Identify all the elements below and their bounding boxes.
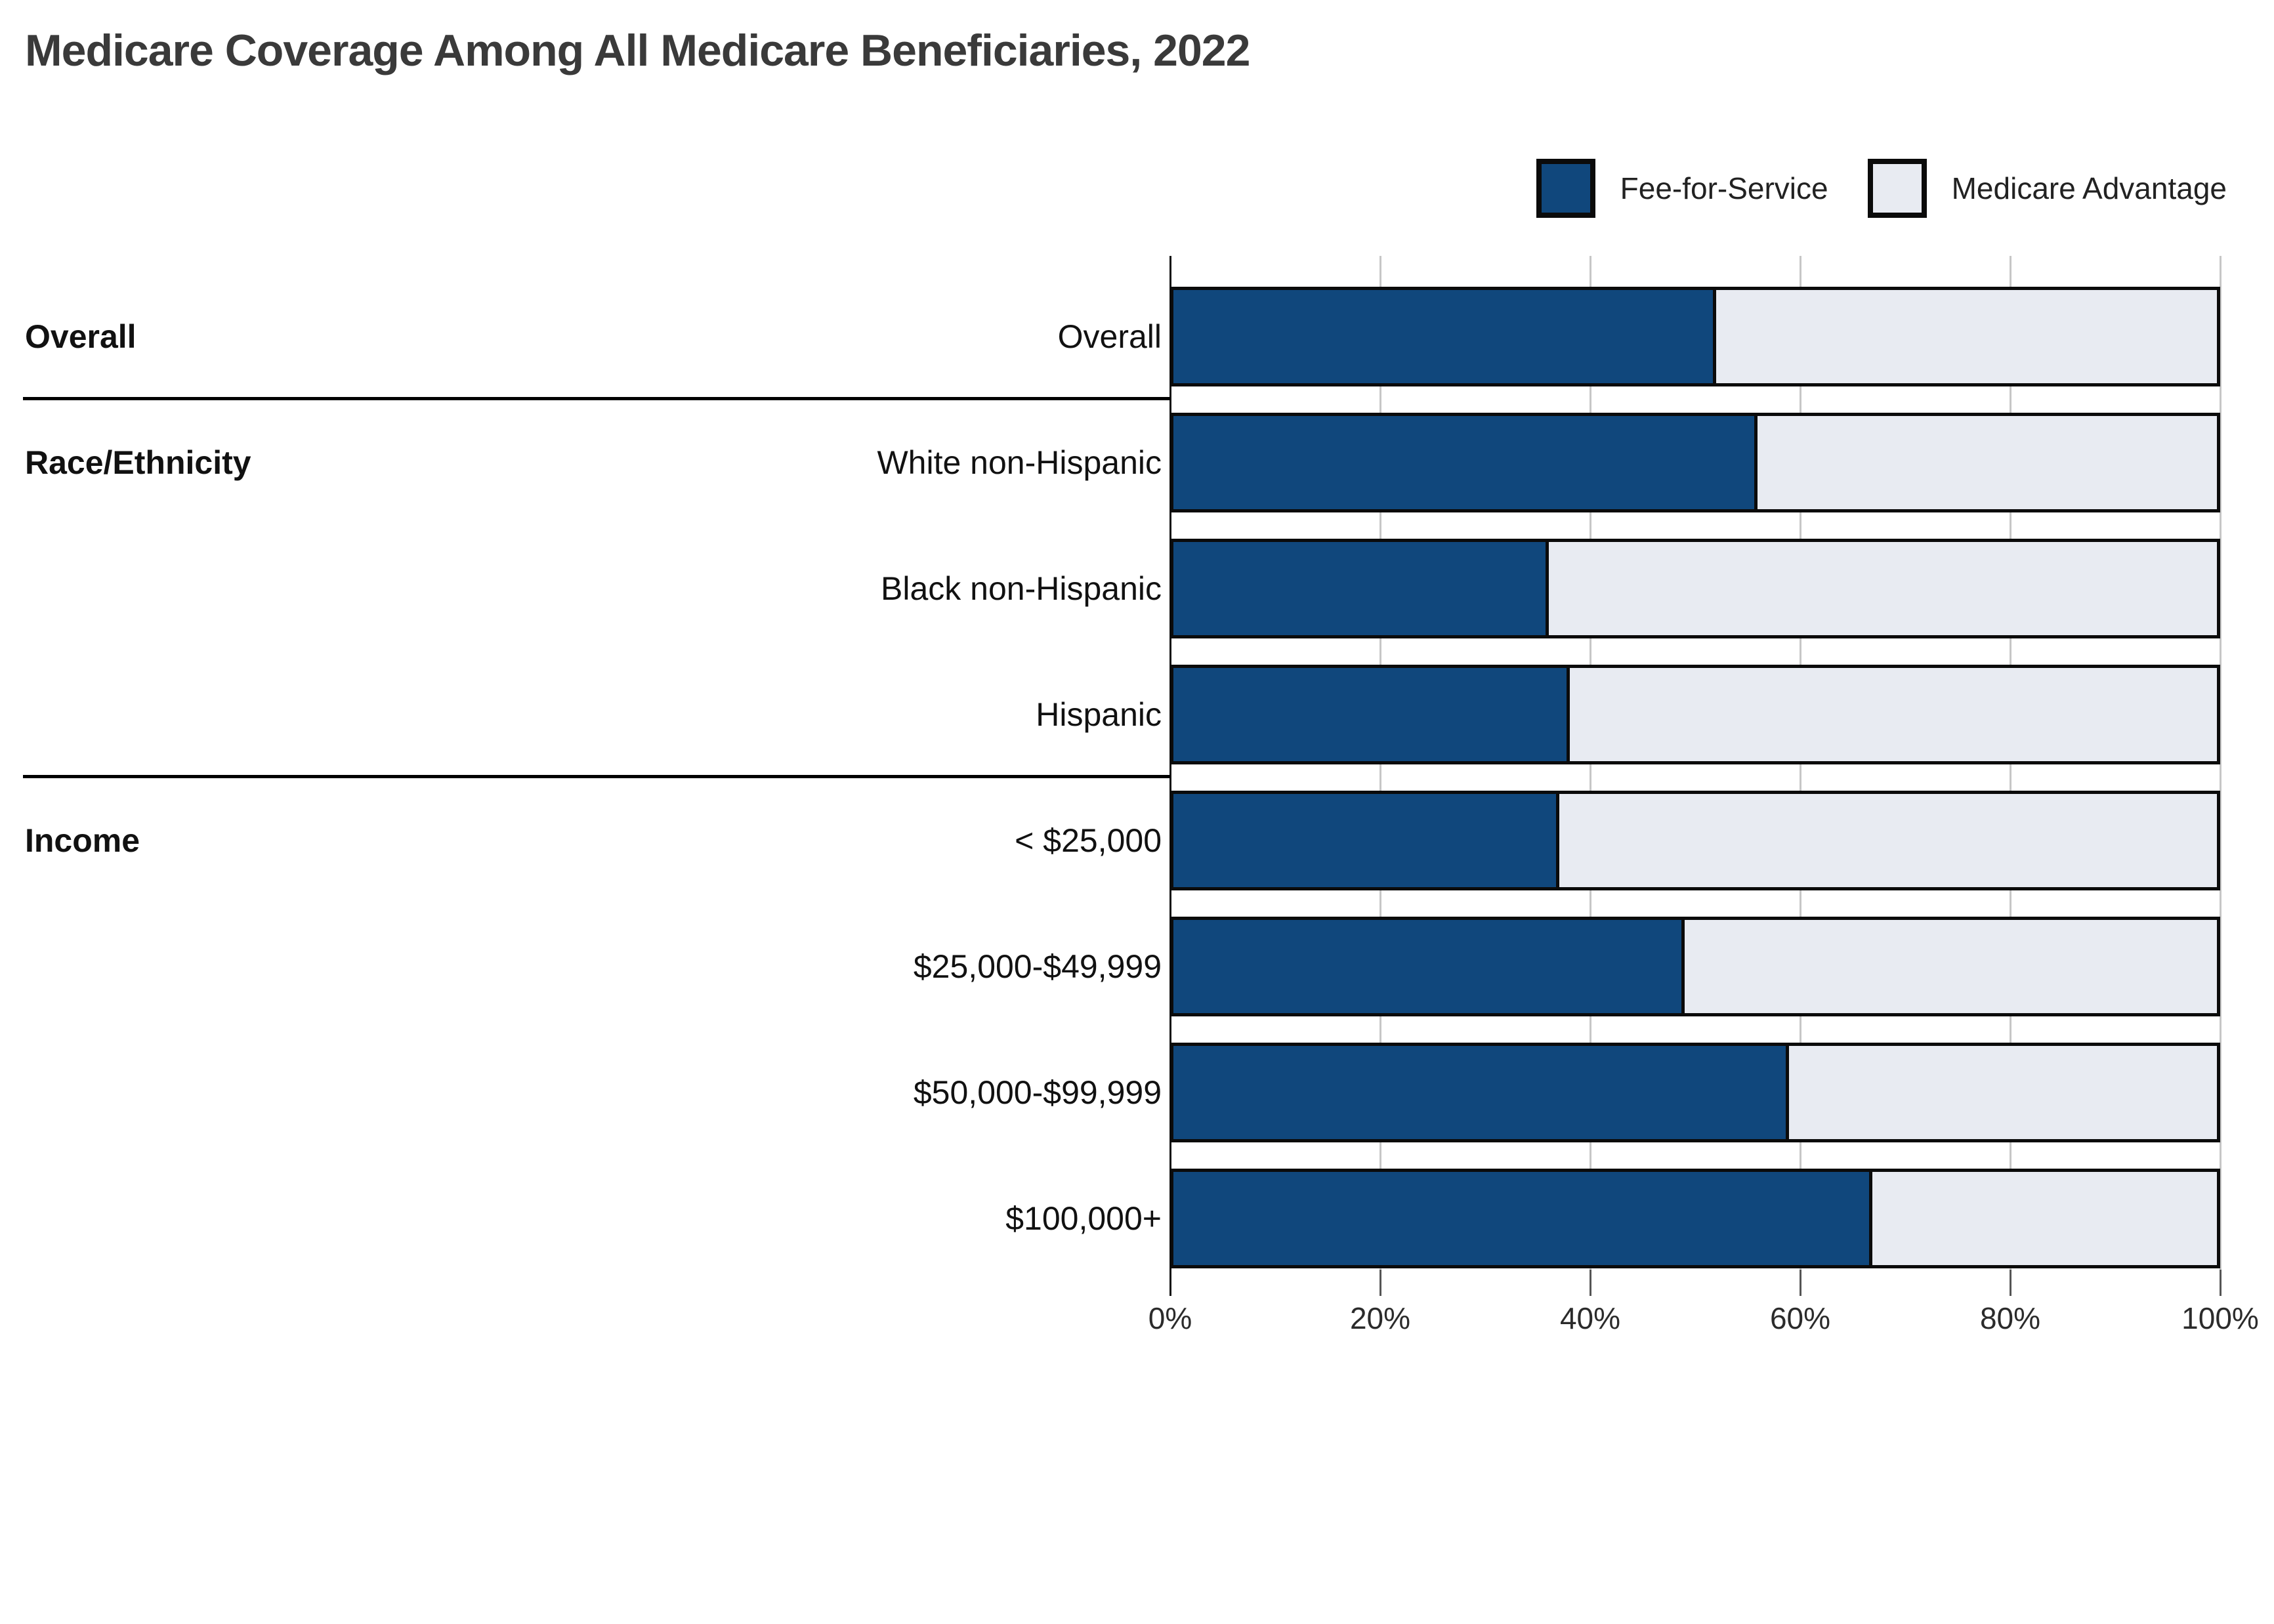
- bar-row-25-000: [1170, 791, 2220, 890]
- axis-tick: [1379, 1270, 1381, 1296]
- y-axis-line: [1169, 256, 1171, 1296]
- bar-segment-medicare-advantage: [1549, 542, 2217, 635]
- bar-row-overall: [1170, 287, 2220, 386]
- bar-segment-fee-for-service: [1173, 794, 1560, 887]
- bar-segment-fee-for-service: [1173, 416, 1758, 509]
- axis-tick-label: 20%: [1349, 1301, 1411, 1335]
- legend: Fee-for-Service Medicare Advantage: [1536, 159, 2227, 218]
- row-label-25-000-49-999: $25,000-$49,999: [913, 948, 1162, 985]
- bar-row-25-000-49-999: [1170, 917, 2220, 1016]
- axis-tick-label: 100%: [2181, 1301, 2259, 1335]
- fee-for-service-swatch: [1536, 159, 1595, 218]
- axis-tick: [1589, 1270, 1591, 1296]
- section-separator: [23, 397, 1170, 400]
- row-label-100-000: $100,000+: [1005, 1200, 1162, 1237]
- axis-tick-label: 0%: [1148, 1301, 1192, 1335]
- legend-item-label: Fee-for-Service: [1620, 171, 1828, 205]
- axis-tick: [2219, 1270, 2221, 1296]
- section-separator: [23, 775, 1170, 778]
- bar-segment-medicare-advantage: [1570, 668, 2217, 761]
- axis-tick: [2009, 1270, 2011, 1296]
- bar-segment-medicare-advantage: [1716, 290, 2217, 383]
- section-label-overall: Overall: [25, 318, 137, 355]
- row-label-hispanic: Hispanic: [1036, 696, 1162, 733]
- bar-segment-fee-for-service: [1173, 668, 1570, 761]
- bar-segment-medicare-advantage: [1685, 920, 2217, 1013]
- axis-tick-label: 40%: [1559, 1301, 1621, 1335]
- legend-item-medicare-advantage: Medicare Advantage: [1867, 159, 2227, 218]
- chart-title: Medicare Coverage Among All Medicare Ben…: [25, 26, 1250, 75]
- section-label-income: Income: [25, 822, 140, 859]
- section-label-race-ethnicity: Race/Ethnicity: [25, 444, 251, 481]
- axis-tick-label: 80%: [1979, 1301, 2041, 1335]
- bar-row-hispanic: [1170, 665, 2220, 764]
- bar-segment-medicare-advantage: [1872, 1172, 2217, 1265]
- row-label-50-000-99-999: $50,000-$99,999: [913, 1074, 1162, 1111]
- bar-segment-fee-for-service: [1173, 1172, 1873, 1265]
- bar-segment-fee-for-service: [1173, 920, 1685, 1013]
- legend-item-fee-for-service: Fee-for-Service: [1536, 159, 1828, 218]
- bar-segment-medicare-advantage: [1559, 794, 2217, 887]
- bar-row-white-non-hispanic: [1170, 413, 2220, 512]
- bar-segment-medicare-advantage: [1789, 1046, 2217, 1139]
- bar-segment-medicare-advantage: [1758, 416, 2217, 509]
- gridline: [2219, 256, 2221, 1270]
- bar-row-50-000-99-999: [1170, 1043, 2220, 1142]
- row-label-black-non-hispanic: Black non-Hispanic: [881, 570, 1162, 607]
- medicare-advantage-swatch: [1867, 159, 1927, 218]
- legend-item-label: Medicare Advantage: [1951, 171, 2227, 205]
- bar-segment-fee-for-service: [1173, 1046, 1790, 1139]
- bar-segment-fee-for-service: [1173, 290, 1716, 383]
- row-label-white-non-hispanic: White non-Hispanic: [877, 444, 1162, 481]
- row-label-25-000: < $25,000: [1015, 822, 1162, 859]
- bar-segment-fee-for-service: [1173, 542, 1549, 635]
- bar-row-black-non-hispanic: [1170, 539, 2220, 638]
- bar-row-100-000: [1170, 1169, 2220, 1268]
- row-label-overall: Overall: [1057, 318, 1162, 355]
- axis-tick-label: 60%: [1769, 1301, 1831, 1335]
- axis-tick: [1799, 1270, 1801, 1296]
